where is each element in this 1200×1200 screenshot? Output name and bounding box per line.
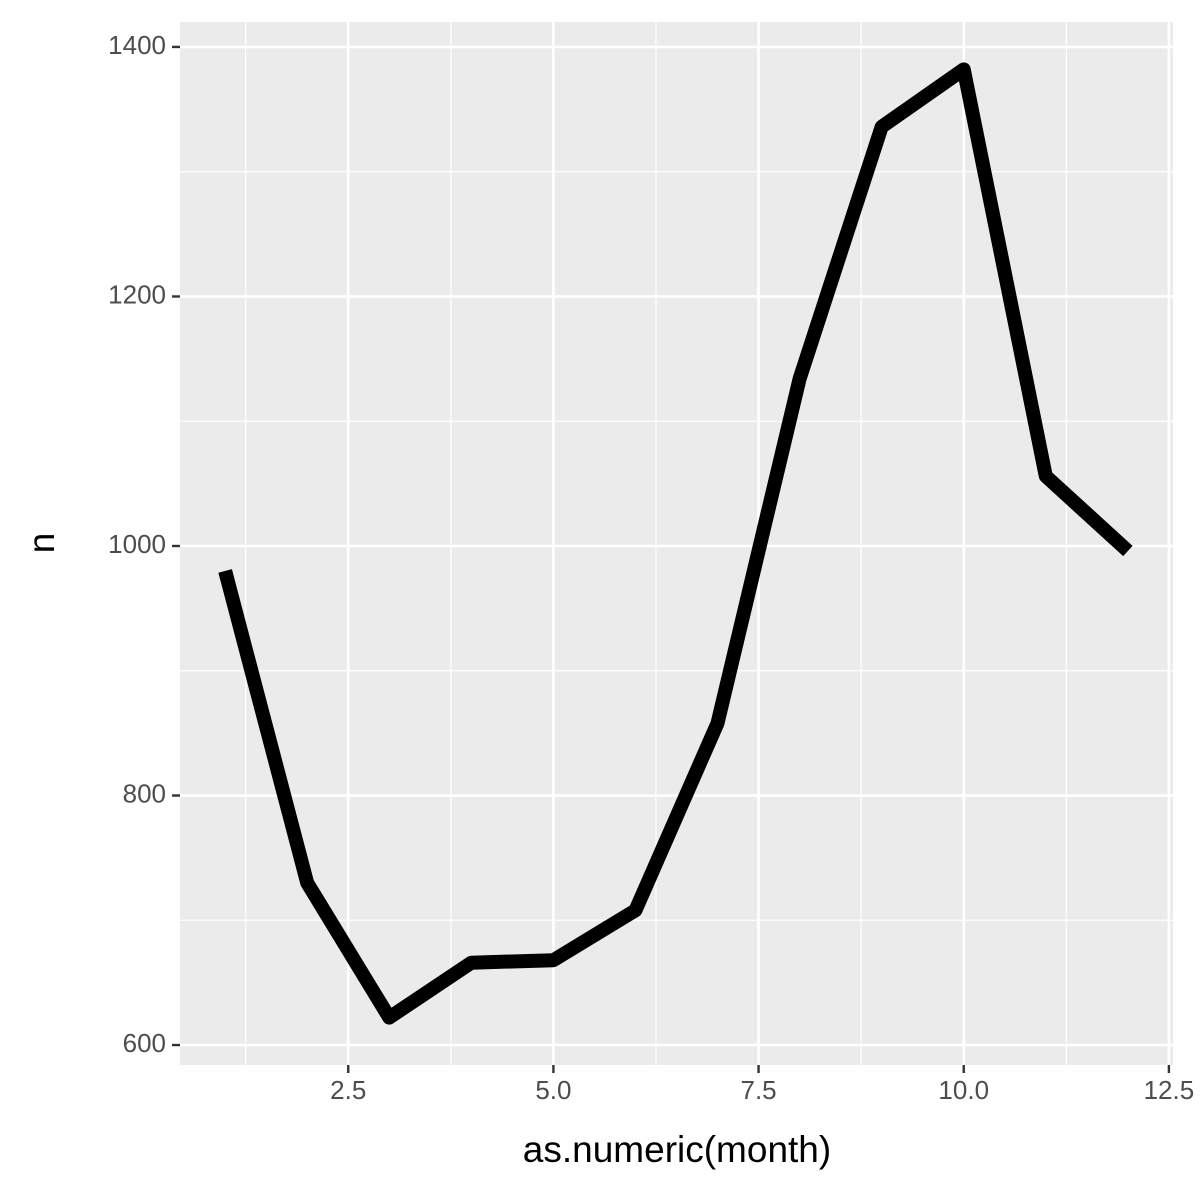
x-tick-label: 2.5: [330, 1075, 366, 1105]
y-tick-label: 1400: [108, 30, 166, 60]
data-line: [218, 62, 1133, 1025]
y-tick-label: 1200: [108, 279, 166, 309]
y-tick-label: 600: [123, 1028, 166, 1058]
x-axis-title: as.numeric(month): [523, 1129, 831, 1170]
x-tick-label: 12.5: [1144, 1075, 1195, 1105]
x-tick-label: 5.0: [535, 1075, 571, 1105]
y-axis-title: n: [21, 533, 62, 554]
x-tick-label: 10.0: [938, 1075, 989, 1105]
x-tick-label: 7.5: [740, 1075, 776, 1105]
y-tick-label: 800: [123, 778, 166, 808]
panel: [180, 22, 1173, 1065]
y-tick-label: 1000: [108, 529, 166, 559]
